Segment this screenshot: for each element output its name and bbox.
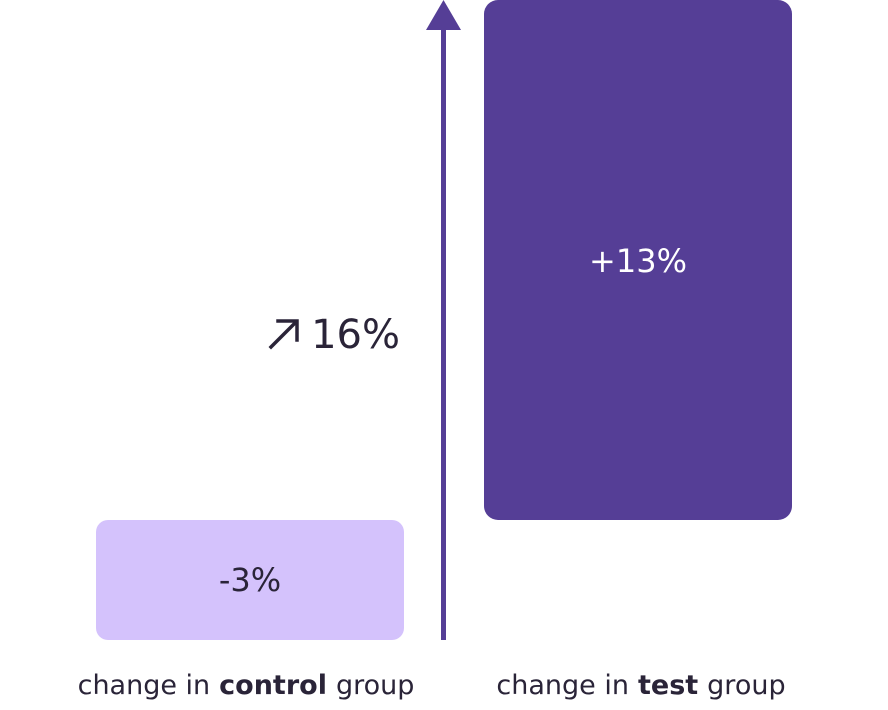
control-bar	[96, 520, 404, 640]
caption-suffix: group	[707, 670, 785, 701]
control-caption: change in control group	[78, 670, 415, 701]
caption-prefix: change in	[496, 670, 629, 701]
up-arrow-icon	[268, 319, 299, 350]
axis-arrowhead	[426, 0, 461, 30]
caption-group: test	[638, 670, 698, 701]
difference-label: 16%	[311, 312, 400, 358]
control-value: -3%	[219, 561, 281, 599]
caption-suffix: group	[336, 670, 414, 701]
test-caption: change in test group	[496, 670, 785, 701]
caption-prefix: change in	[78, 670, 211, 701]
test-value: +13%	[589, 242, 687, 280]
test-bar	[484, 0, 792, 520]
caption-group: control	[219, 670, 327, 701]
